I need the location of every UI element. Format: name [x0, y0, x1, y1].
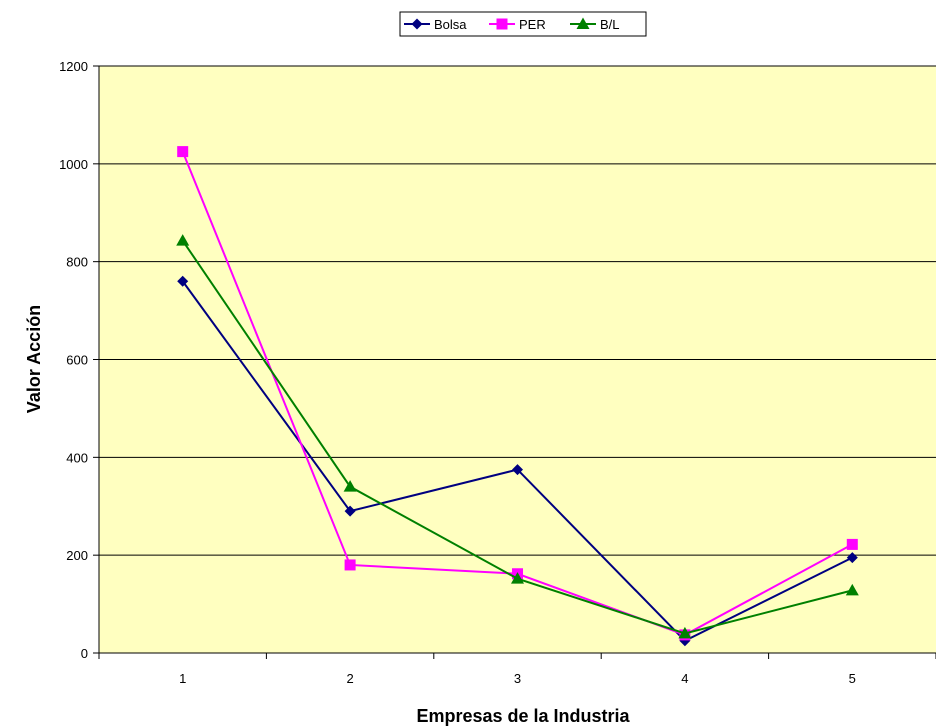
legend-item: Bolsa: [404, 17, 467, 32]
legend-label: B/L: [600, 17, 620, 32]
data-point-marker: [846, 552, 858, 564]
data-point-marker: [845, 583, 859, 596]
y-tick-label: 1000: [59, 157, 88, 172]
y-tick-label: 800: [66, 255, 88, 270]
data-point-marker: [176, 234, 190, 246]
x-axis-title: Empresas de la Industria: [416, 706, 630, 726]
legend-swatch-marker: [576, 17, 590, 29]
legend-swatch-marker: [496, 18, 508, 30]
series-b-l: [176, 234, 859, 639]
legend-box: [399, 11, 647, 37]
x-tick-label: 1: [179, 671, 186, 686]
data-point-marker: [344, 505, 356, 517]
x-tick-label: 3: [514, 671, 521, 686]
legend-item: B/L: [570, 17, 620, 32]
data-point-marker: [512, 464, 523, 476]
series-layer: [176, 146, 859, 647]
legend: Bolsa PER B/L: [399, 11, 647, 37]
data-point-marker: [511, 572, 524, 584]
y-tick-label: 600: [66, 353, 88, 368]
x-tick-label: 5: [849, 671, 856, 686]
data-point-marker: [177, 275, 189, 287]
data-point-marker: [177, 146, 189, 158]
y-axis-title: Valor Acción: [24, 305, 44, 413]
legend-swatch-marker: [411, 18, 423, 30]
y-tick-label: 1200: [59, 59, 88, 74]
data-point-marker: [344, 559, 356, 571]
y-tick-label: 0: [81, 646, 88, 661]
data-point-marker: [678, 626, 692, 639]
x-axis-ticks: 1 2 3 4 5: [98, 653, 936, 686]
y-tick-label: 200: [66, 548, 88, 563]
legend-label: PER: [519, 17, 546, 32]
data-point-marker: [343, 480, 357, 492]
legend-label: Bolsa: [434, 17, 467, 32]
x-tick-label: 2: [346, 671, 353, 686]
y-tick-label: 400: [66, 450, 88, 465]
legend-item: PER: [489, 17, 546, 32]
y-axis-ticks: 0 200 400 600 800 1000 1200: [59, 59, 99, 661]
data-point-marker: [846, 538, 858, 550]
x-tick-label: 4: [681, 671, 688, 686]
